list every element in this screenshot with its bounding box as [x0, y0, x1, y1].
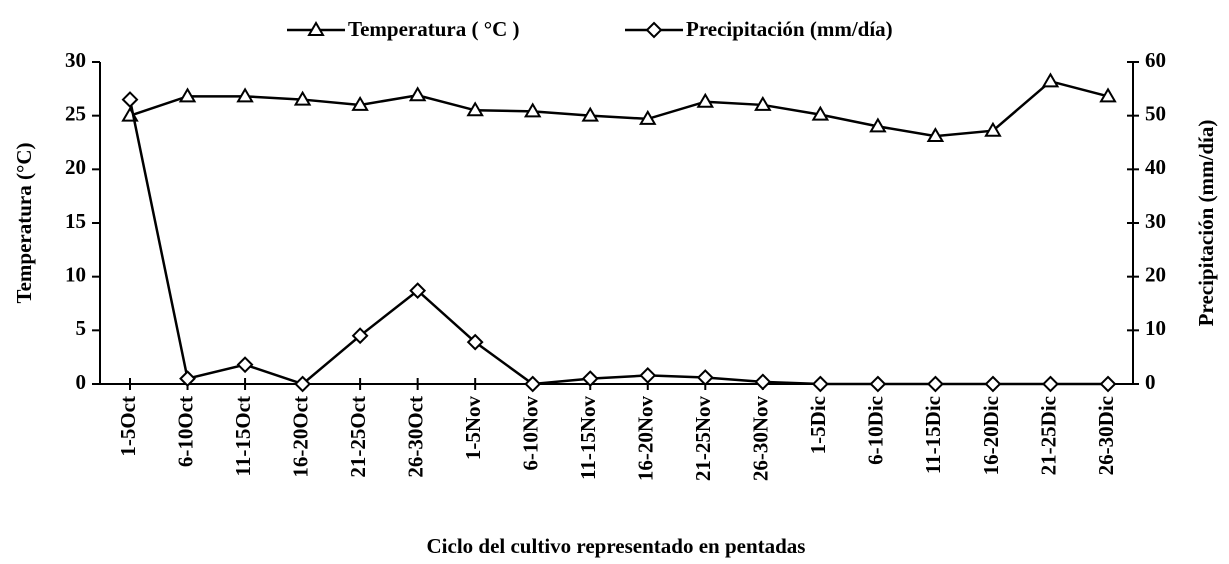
- y2-tick-label: 50: [1145, 101, 1166, 125]
- y2-tick-label: 0: [1145, 370, 1156, 394]
- marker: [1099, 87, 1117, 103]
- y-axis-label: Temperatura (°C): [12, 142, 36, 303]
- x-tick-label: 1-5Oct: [116, 396, 140, 457]
- x-tick-label: 26-30Nov: [749, 396, 773, 482]
- x-tick-label: 6-10Nov: [519, 396, 543, 471]
- marker: [696, 369, 714, 386]
- x-tick-label: 6-10Dic: [864, 396, 888, 465]
- marker: [811, 375, 829, 393]
- marker: [408, 86, 427, 102]
- y2-tick-label: 20: [1145, 262, 1166, 286]
- y-tick-label: 25: [65, 101, 86, 125]
- y-tick-label: 30: [65, 48, 86, 72]
- marker: [121, 91, 139, 108]
- marker: [1041, 72, 1060, 88]
- marker: [581, 106, 599, 122]
- x-tick-label: 26-30Oct: [403, 396, 427, 478]
- marker: [1042, 375, 1059, 393]
- marker: [466, 101, 484, 117]
- legend-marker: [307, 21, 325, 36]
- y2-tick-label: 60: [1145, 48, 1166, 72]
- marker: [294, 375, 312, 393]
- marker: [351, 327, 369, 345]
- marker: [178, 87, 197, 103]
- y2-tick-label: 40: [1145, 155, 1166, 179]
- marker: [1099, 375, 1117, 393]
- marker: [236, 356, 254, 374]
- x-tick-label: 16-20Dic: [979, 396, 1003, 475]
- marker: [293, 90, 312, 106]
- marker: [639, 366, 657, 384]
- marker: [984, 121, 1002, 137]
- x-tick-label: 21-25Oct: [346, 396, 370, 478]
- marker: [984, 375, 1002, 393]
- x-tick-label: 1-5Dic: [806, 396, 830, 454]
- x-tick-label: 21-25Dic: [1036, 396, 1060, 475]
- marker: [466, 333, 484, 351]
- marker: [926, 127, 945, 143]
- marker: [811, 105, 830, 121]
- x-tick-label: 26-30Dic: [1094, 396, 1118, 475]
- marker: [754, 95, 772, 111]
- marker: [581, 370, 599, 388]
- x-tick-label: 6-10Oct: [173, 396, 197, 467]
- y-tick-label: 15: [65, 209, 86, 233]
- marker: [754, 373, 772, 391]
- marker: [523, 102, 542, 118]
- y-tick-label: 0: [76, 370, 87, 394]
- x-tick-label: 11-15Dic: [921, 396, 945, 474]
- y2-tick-label: 30: [1145, 209, 1166, 233]
- marker: [869, 117, 887, 133]
- marker: [926, 375, 944, 393]
- legend-label: Temperatura ( °C ): [348, 17, 520, 41]
- x-tick-label: 21-25Nov: [691, 396, 715, 482]
- marker: [409, 282, 427, 300]
- y-tick-label: 10: [65, 262, 86, 286]
- series-line: [129, 79, 1109, 138]
- x-tick-label: 16-20Oct: [288, 396, 312, 478]
- y-tick-label: 5: [76, 316, 87, 340]
- y-tick-label: 20: [65, 155, 86, 179]
- y2-axis-label: Precipitación (mm/día): [1194, 120, 1218, 327]
- marker: [179, 370, 196, 388]
- marker: [236, 87, 254, 103]
- y2-tick-label: 10: [1145, 316, 1166, 340]
- x-tick-label: 11-15Oct: [231, 396, 255, 476]
- legend-marker: [645, 21, 663, 39]
- marker: [696, 92, 715, 108]
- series-line: [128, 99, 1108, 386]
- x-tick-label: 16-20Nov: [634, 396, 658, 482]
- x-axis-label: Ciclo del cultivo representado en pentad…: [427, 534, 806, 558]
- marker: [869, 375, 887, 393]
- marker: [351, 95, 369, 111]
- marker: [524, 375, 542, 393]
- x-tick-label: 1-5Nov: [461, 396, 485, 461]
- marker: [639, 109, 657, 125]
- legend-label: Precipitación (mm/día): [686, 17, 893, 41]
- x-tick-label: 11-15Nov: [576, 396, 600, 481]
